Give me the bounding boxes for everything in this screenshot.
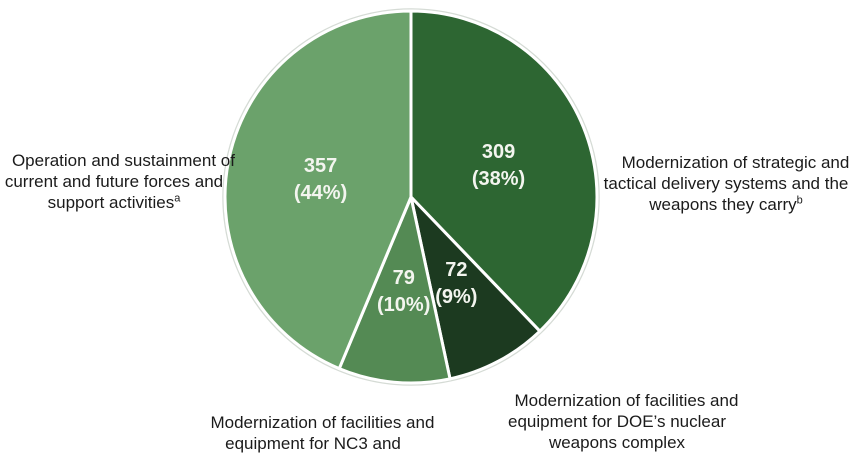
slice-percent: (9%) xyxy=(435,285,478,308)
pie-outer-edge xyxy=(222,8,600,386)
slice-value: 357 xyxy=(303,155,338,178)
slice-value: 309 xyxy=(481,141,516,164)
slice-percent: (10%) xyxy=(377,294,431,317)
pie-slice-309 xyxy=(409,9,599,333)
label-text: Modernization of strategic and tactical … xyxy=(603,153,850,214)
label-modernization-delivery-systems: Modernization of strategic and tactical … xyxy=(603,131,850,236)
pie-slice-72 xyxy=(409,195,542,381)
footnote-b-marker: b xyxy=(796,194,803,207)
footnote-a-marker: a xyxy=(174,192,181,205)
slice-value-label-357: 357 (44%) xyxy=(294,153,347,207)
slice-percent: (44%) xyxy=(293,182,348,205)
slice-value-label-309: 309 (38%) xyxy=(472,139,525,193)
pie-slice-79 xyxy=(337,195,452,385)
label-text: Operation and sustainment of current and… xyxy=(4,151,235,212)
slice-percent: (38%) xyxy=(471,168,526,191)
label-operation-and-sustainment: Operation and sustainment of current and… xyxy=(0,129,235,234)
slice-value-label-72: 72 (9%) xyxy=(435,257,477,311)
label-modernization-nc3: Modernization of facilities and equipmen… xyxy=(192,391,435,455)
label-modernization-doe-complex: Modernization of facilities and equipmen… xyxy=(496,369,739,455)
slice-value: 79 xyxy=(392,267,415,290)
label-text: Modernization of facilities and equipmen… xyxy=(508,391,739,452)
slice-value-label-79: 79 (10%) xyxy=(377,265,430,319)
label-text: Modernization of facilities and equipmen… xyxy=(210,413,435,453)
pie-slice-357 xyxy=(223,9,413,371)
slice-value: 72 xyxy=(445,258,468,281)
